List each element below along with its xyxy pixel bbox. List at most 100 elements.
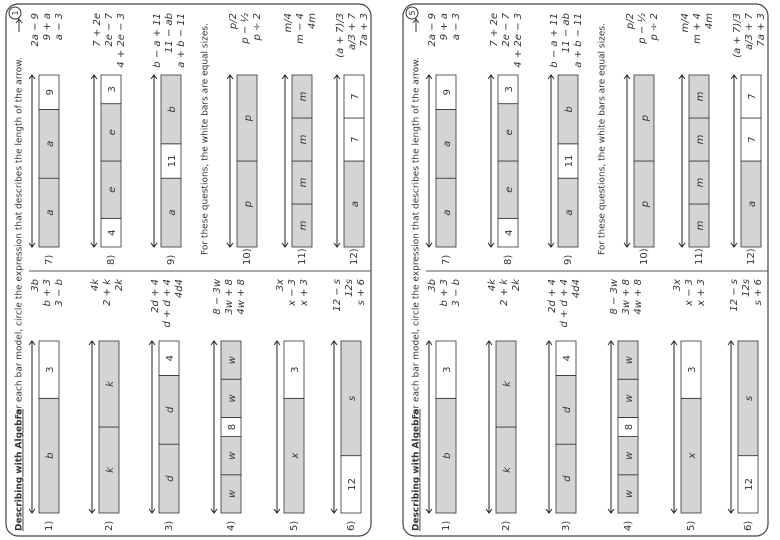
- expression-option: 12 − s: [729, 279, 740, 312]
- arrow-head: [670, 340, 678, 514]
- bar-label: m: [298, 91, 309, 101]
- expression-option: x + 3: [696, 279, 707, 307]
- bar-label: k: [502, 466, 513, 473]
- expression-option: 4 + 2e − 3: [116, 13, 127, 68]
- bar-segment: [98, 340, 120, 428]
- bar-segment: [617, 340, 639, 380]
- question-label: 11): [694, 248, 705, 265]
- expression-option: 3b: [30, 279, 41, 292]
- bar-segment: [38, 340, 60, 399]
- expression-option: 3b: [427, 279, 438, 292]
- bar-label: d: [562, 475, 573, 482]
- bar-label: p: [243, 201, 254, 208]
- expression-option: 3 − b: [451, 279, 462, 306]
- arrow-head: [730, 74, 738, 248]
- worksheet-page: 5 Describing with Algebra For each bar mod…: [402, 3, 769, 537]
- bar-label: m: [695, 220, 706, 230]
- arrow-head: [88, 340, 96, 514]
- bar-label: 3: [442, 366, 453, 372]
- bar-label: 4: [504, 229, 515, 235]
- instruction: For each bar model, circle the expressio…: [15, 57, 25, 419]
- bar-label: a: [167, 210, 178, 216]
- expression-option: a/3 + 7: [744, 12, 755, 50]
- bar-segment: [737, 340, 759, 457]
- bar-label: a: [442, 210, 453, 216]
- bar-label: 4: [562, 355, 573, 361]
- page-number: 5: [408, 10, 417, 15]
- bar-label: e: [107, 187, 118, 193]
- bar-segment: [158, 340, 180, 376]
- expression-option: 9 + a: [42, 13, 53, 40]
- bar-label: k: [105, 380, 116, 387]
- page-number-circle: [8, 6, 22, 20]
- title: Describing with Algebra: [412, 409, 422, 531]
- arrow-head: [425, 340, 433, 514]
- expression-option: 8 − 3w: [609, 278, 620, 314]
- expression-option: x − 3: [684, 279, 695, 307]
- expression-option: (a + 7)/3: [335, 13, 346, 58]
- expression-option: 3w + 8: [621, 279, 632, 315]
- title: Describing with Algebra: [15, 409, 25, 531]
- expression-option: 2a − 9: [427, 13, 438, 47]
- expression-option: x − 3: [287, 279, 298, 307]
- question-label: 6): [346, 521, 357, 531]
- bar-segment: [633, 74, 655, 162]
- bar-label: e: [504, 187, 515, 193]
- expression-option: 12 − s: [332, 279, 343, 312]
- bar-label: d: [165, 475, 176, 482]
- instruction: For each bar model, circle the expressio…: [412, 57, 422, 419]
- question-label: 4): [623, 521, 634, 531]
- bar-label: d: [165, 406, 176, 413]
- arrow-head: [607, 340, 615, 514]
- bar-label: a: [442, 141, 453, 147]
- expression-option: p ÷ 2: [649, 13, 660, 41]
- bar-segment: [160, 74, 182, 145]
- bar-label: p: [640, 115, 651, 122]
- worksheet-page: 1 Describing with Algebra For each bar mod…: [5, 3, 372, 537]
- expression-option: 4m: [307, 13, 318, 29]
- arrow-head: [28, 74, 36, 248]
- expression-option: 2a − 9: [30, 13, 41, 47]
- arrow-head: [412, 18, 420, 24]
- bar-label: m: [298, 177, 309, 187]
- bar-label: 7: [747, 136, 758, 142]
- bar-segment: [435, 340, 457, 399]
- expression-option: 7a + 3: [756, 13, 767, 47]
- bar-label: 3: [45, 366, 56, 372]
- expression-option: 11 − ab: [164, 13, 175, 53]
- question-label: 5): [686, 521, 697, 531]
- bar-label: x: [687, 453, 698, 460]
- bar-label: 3: [290, 366, 301, 372]
- bar-segment: [343, 74, 365, 119]
- expression-option: d + d + 4: [162, 279, 173, 328]
- question-label: 7): [441, 255, 452, 265]
- question-label: 9): [563, 255, 574, 265]
- arrow-head: [15, 18, 23, 24]
- question-label: 10): [242, 248, 253, 265]
- expression-option: p ÷ 2: [252, 13, 263, 41]
- arrow-head: [90, 74, 98, 248]
- expression-option: 2 + k: [102, 278, 113, 306]
- bar-label: 9: [45, 89, 56, 95]
- bar-label: w: [227, 451, 238, 460]
- bar-label: d: [562, 406, 573, 413]
- expression-option: 8 − 3w: [212, 278, 223, 314]
- question-label: 2): [501, 521, 512, 531]
- question-label: 8): [503, 255, 514, 265]
- question-label: 4): [226, 521, 237, 531]
- bar-label: a: [564, 210, 575, 216]
- arrow-head: [727, 340, 735, 514]
- bar-label: k: [105, 466, 116, 473]
- expression-option: a/3 + 7: [347, 12, 358, 50]
- expression-option: 4w + 8: [236, 279, 247, 315]
- expression-option: b − a + 11: [549, 13, 560, 68]
- bar-segment: [435, 74, 457, 110]
- expression-option: d + d + 4: [559, 279, 570, 328]
- expression-option: 11 − ab: [561, 13, 572, 53]
- bar-label: p: [640, 201, 651, 208]
- arrow-head: [273, 340, 281, 514]
- note: For these questions, the white bars are …: [201, 23, 211, 255]
- arrow-head: [226, 74, 234, 248]
